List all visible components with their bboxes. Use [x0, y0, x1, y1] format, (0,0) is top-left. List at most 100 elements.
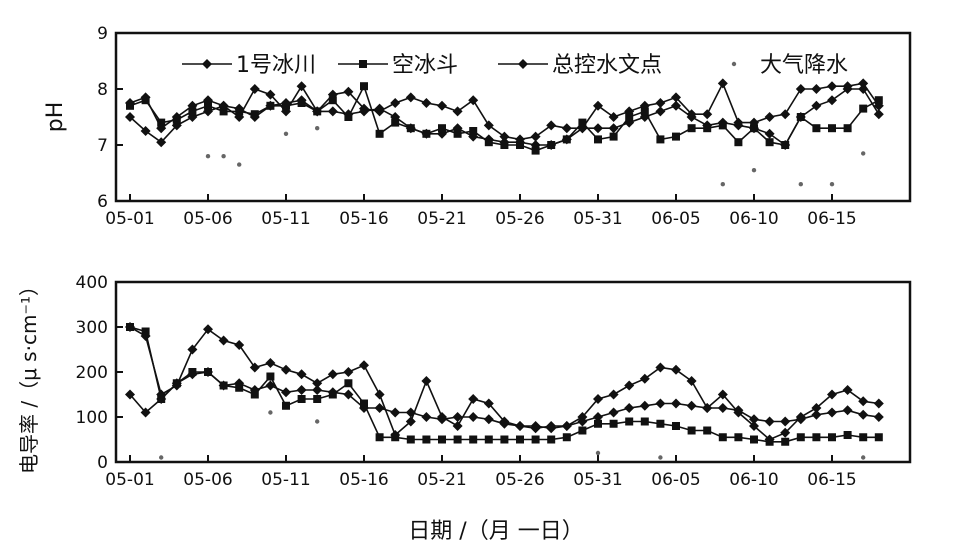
conductivity-data-point	[422, 435, 431, 444]
ph-data-point	[374, 106, 385, 117]
conductivity-data-point	[359, 360, 369, 371]
ph-data-point	[546, 120, 557, 131]
ph-data-point	[282, 101, 290, 110]
ph-data-point	[281, 106, 291, 117]
ph-data-point	[873, 109, 884, 120]
ph-data-point	[484, 138, 493, 147]
ph-data-point	[608, 112, 619, 122]
ph-data-point	[171, 112, 182, 122]
ph-data-point	[671, 100, 681, 111]
ph-data-point	[780, 109, 791, 120]
conductivity-x-tick-label: 06-05	[651, 470, 700, 490]
conductivity-data-point	[577, 412, 588, 422]
ph-data-point	[828, 124, 836, 133]
conductivity-data-point	[218, 335, 229, 346]
conductivity-data-point	[873, 398, 884, 409]
ph-data-point	[843, 124, 852, 133]
ph-data-point	[312, 106, 323, 117]
ph-data-point	[221, 154, 226, 159]
conductivity-data-point	[703, 426, 712, 435]
conductivity-plot-frame	[114, 280, 912, 464]
conductivity-data-point	[421, 376, 432, 386]
ph-data-point	[656, 135, 665, 144]
ph-data-point	[156, 137, 167, 148]
ph-x-tick-label: 05-11	[261, 209, 310, 229]
ph-x-ticks: 05-01 05-06 05-11 05-16 05-21 05-26 05-31 06-05…	[105, 194, 857, 229]
ph-data-point	[422, 129, 431, 138]
conductivity-data-point	[842, 405, 853, 416]
ph-x-tick-label: 06-10	[729, 209, 778, 229]
conductivity-data-point	[327, 369, 338, 380]
ph-data-point	[405, 92, 416, 103]
ph-data-point	[827, 81, 837, 92]
legend-marker	[518, 59, 528, 69]
ph-data-point	[531, 146, 540, 155]
ph-data-point	[764, 112, 775, 122]
ph-data-point	[315, 126, 320, 131]
ph-data-point	[327, 89, 338, 100]
conductivity-data-point	[687, 426, 696, 435]
ph-y-tick-label: 7	[97, 136, 108, 156]
ph-data-point	[391, 118, 400, 127]
ph-data-point	[360, 82, 368, 91]
ph-data-point	[639, 100, 650, 111]
conductivity-data-point	[406, 435, 415, 444]
ph-data-point	[234, 112, 245, 122]
ph-data-point	[624, 106, 635, 117]
ph-data-point	[406, 124, 415, 133]
conductivity-data-point	[811, 403, 822, 413]
conductivity-data-point	[562, 433, 571, 442]
ph-data-point	[359, 103, 369, 114]
ph-data-point	[720, 182, 725, 187]
ph-y-ticks: 6 7 8 9	[97, 24, 123, 212]
ph-data-point	[734, 138, 743, 147]
conductivity-data-point	[561, 421, 572, 431]
ph-data-point	[265, 89, 276, 100]
conductivity-data-point	[717, 403, 728, 413]
ph-data-point	[640, 107, 649, 116]
ph-series	[125, 78, 884, 187]
conductivity-data-point	[796, 433, 805, 442]
conductivity-data-point	[296, 369, 307, 380]
conductivity-data-point	[375, 433, 384, 442]
conductivity-x-tick-label: 05-31	[573, 470, 622, 490]
ph-series-4	[205, 126, 866, 187]
conductivity-data-point	[468, 412, 479, 422]
ph-data-point	[829, 182, 835, 187]
conductivity-data-point	[530, 423, 541, 434]
ph-data-point	[655, 98, 666, 108]
ph-data-point	[296, 81, 307, 92]
conductivity-data-point	[469, 435, 478, 444]
conductivity-data-point	[297, 395, 306, 403]
ph-panel: 6 7 8 9 05-01 05-06 05-11 05-16 05-21 05-26 05-31…	[43, 24, 912, 229]
conductivity-x-tick-label: 05-11	[261, 470, 310, 490]
conductivity-data-point	[609, 419, 618, 428]
ph-data-point	[873, 100, 884, 111]
conductivity-data-point	[421, 412, 432, 422]
conductivity-data-point	[483, 414, 494, 425]
conductivity-y-tick-label: 200	[76, 363, 108, 383]
ph-data-point	[266, 101, 275, 110]
ph-data-point	[827, 95, 837, 106]
conductivity-data-point	[483, 398, 494, 409]
ph-x-tick-label: 05-06	[183, 209, 232, 229]
conductivity-x-tick-label: 05-16	[339, 470, 388, 490]
ph-data-point	[842, 81, 853, 92]
conductivity-data-point	[639, 400, 650, 411]
conductivity-data-point	[749, 414, 759, 425]
ph-data-point	[249, 84, 260, 94]
ph-data-point	[593, 123, 603, 134]
conductivity-series	[125, 322, 884, 460]
ph-data-point	[703, 124, 712, 133]
ph-y-tick-label: 6	[97, 192, 108, 212]
ph-data-point	[188, 107, 197, 116]
ph-plot-frame	[114, 31, 912, 203]
ph-data-point	[468, 95, 479, 106]
ph-y-tick-label: 9	[97, 24, 108, 44]
legend-item: 1号冰川	[182, 53, 316, 78]
ph-data-point	[594, 135, 602, 144]
conductivity-data-point	[594, 419, 602, 428]
ph-data-point	[235, 107, 244, 116]
conductivity-data-point	[438, 435, 446, 444]
conductivity-data-point	[858, 409, 869, 420]
